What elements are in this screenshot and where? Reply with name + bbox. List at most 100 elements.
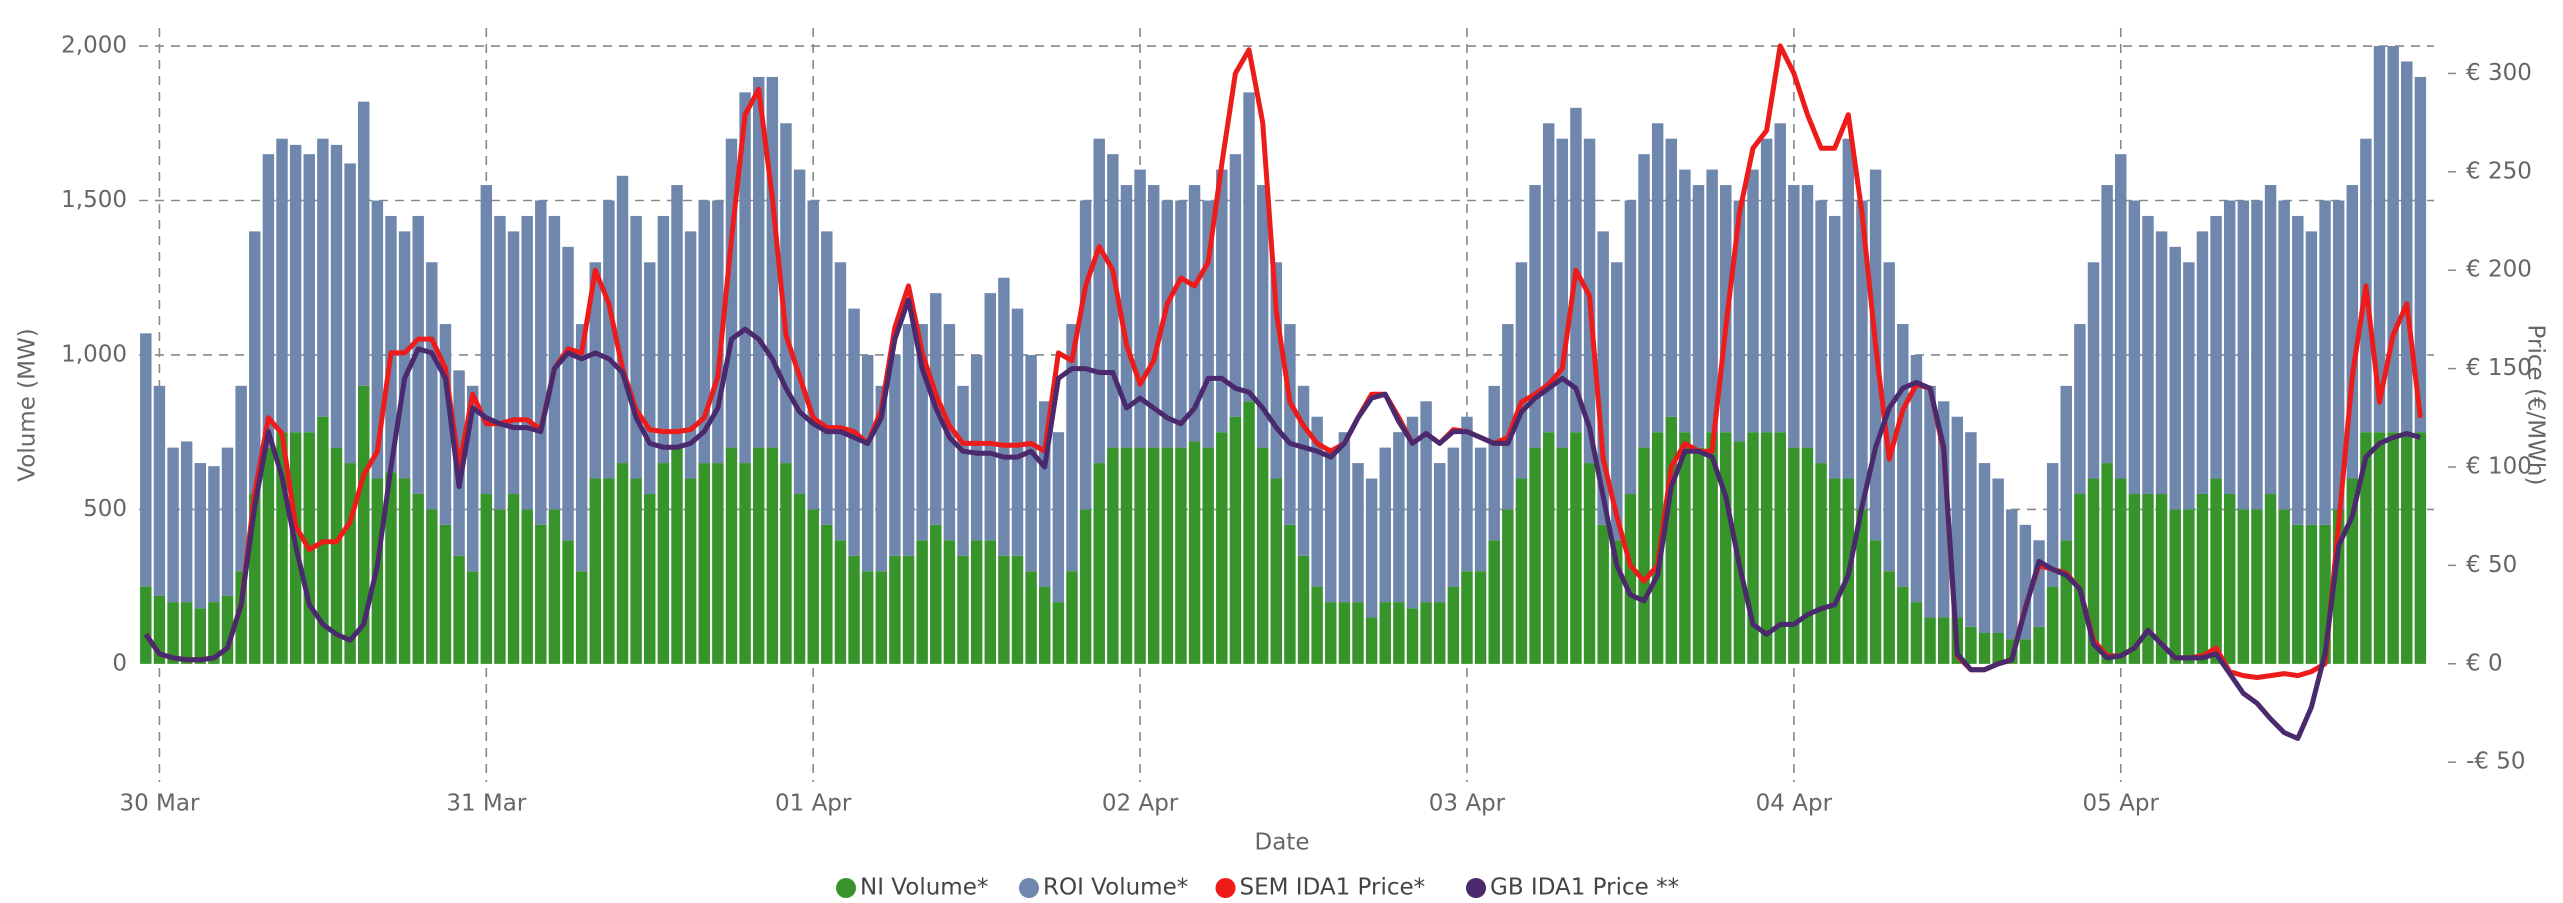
bar [1039, 401, 1051, 587]
bar [2251, 509, 2263, 664]
bar [1897, 586, 1909, 664]
bar [1556, 138, 1569, 448]
bar [848, 555, 860, 664]
bar [1651, 123, 1664, 433]
bar [1679, 169, 1691, 433]
bar [1474, 571, 1487, 664]
bar [1760, 432, 1773, 664]
bar [1270, 478, 1283, 664]
bar [1529, 447, 1541, 664]
bar [562, 540, 574, 664]
bar [1093, 463, 1105, 664]
bar [1679, 432, 1691, 664]
y2-tick-label: € 300 [2466, 60, 2532, 86]
bar [998, 555, 1010, 664]
bar [371, 200, 384, 479]
bar [1093, 138, 1105, 464]
bar [671, 447, 683, 664]
bar [1801, 447, 1814, 664]
bar [916, 540, 928, 664]
bar [1883, 262, 1895, 572]
bar [2346, 185, 2358, 479]
bar [2183, 262, 2195, 510]
bar [221, 595, 234, 664]
bar [1420, 401, 1432, 603]
bar [1161, 200, 1174, 448]
bar [1978, 463, 1991, 633]
bar [2101, 185, 2113, 464]
bar [276, 432, 288, 664]
bar [2128, 493, 2141, 664]
bar [1692, 185, 1705, 448]
bar [1978, 632, 1991, 664]
bar [2169, 246, 2181, 510]
bar [2196, 493, 2209, 664]
bar [1107, 447, 1119, 664]
bar [2155, 231, 2168, 494]
bar [902, 555, 915, 664]
bar [793, 493, 806, 664]
bar [1297, 555, 1310, 664]
bar [330, 447, 343, 664]
bar [1461, 416, 1473, 572]
bar [2346, 478, 2358, 664]
bar [1039, 586, 1051, 664]
bar [385, 472, 397, 664]
x-tick-label: 01 Apr [775, 791, 852, 817]
bar [644, 262, 656, 494]
bar [548, 215, 561, 510]
bar [2278, 509, 2290, 664]
bar [1188, 441, 1201, 664]
bar [1815, 200, 1827, 464]
bar [2401, 61, 2413, 433]
bar [1542, 432, 1555, 664]
bar [1488, 540, 1500, 664]
bar [2210, 478, 2222, 664]
bar [453, 555, 465, 664]
bar [1175, 200, 1187, 448]
bar [1011, 555, 1024, 664]
bar [1325, 602, 1337, 664]
bar [2292, 215, 2304, 525]
bar [1801, 185, 1814, 448]
bar [535, 200, 547, 525]
bar [1556, 447, 1569, 664]
bar [1216, 432, 1228, 664]
bar [2087, 478, 2100, 664]
bar [2305, 524, 2318, 664]
bar [1897, 324, 1909, 587]
legend-marker [1466, 878, 1486, 898]
bar [1965, 626, 1977, 664]
bar [1788, 185, 1800, 448]
bar [616, 463, 629, 664]
bar [1583, 463, 1596, 664]
bar [1256, 447, 1269, 664]
bar [589, 262, 601, 479]
bar [2210, 215, 2222, 479]
bar [153, 595, 166, 664]
bar [671, 185, 683, 448]
bar [616, 175, 629, 464]
bar [998, 277, 1010, 556]
bar [2183, 509, 2195, 664]
bar [466, 571, 479, 664]
bar [2401, 432, 2413, 664]
y2-tick-label: € 150 [2466, 355, 2532, 381]
bar [2319, 524, 2331, 664]
bar [1856, 509, 1868, 664]
bar [2196, 231, 2209, 494]
bar [1066, 571, 1078, 664]
bar [2387, 46, 2399, 433]
bar [167, 447, 179, 603]
bar [1611, 262, 1623, 541]
y-tick-label: 1,000 [61, 341, 127, 367]
bar [1365, 478, 1378, 618]
x-tick-label: 05 Apr [2083, 791, 2160, 817]
bar [1311, 586, 1323, 664]
bar [889, 354, 901, 556]
bar [330, 144, 343, 448]
bar [2373, 432, 2386, 664]
bar [412, 493, 424, 664]
legend-label: ROI Volume* [1043, 875, 1188, 901]
bar [1284, 524, 1296, 664]
